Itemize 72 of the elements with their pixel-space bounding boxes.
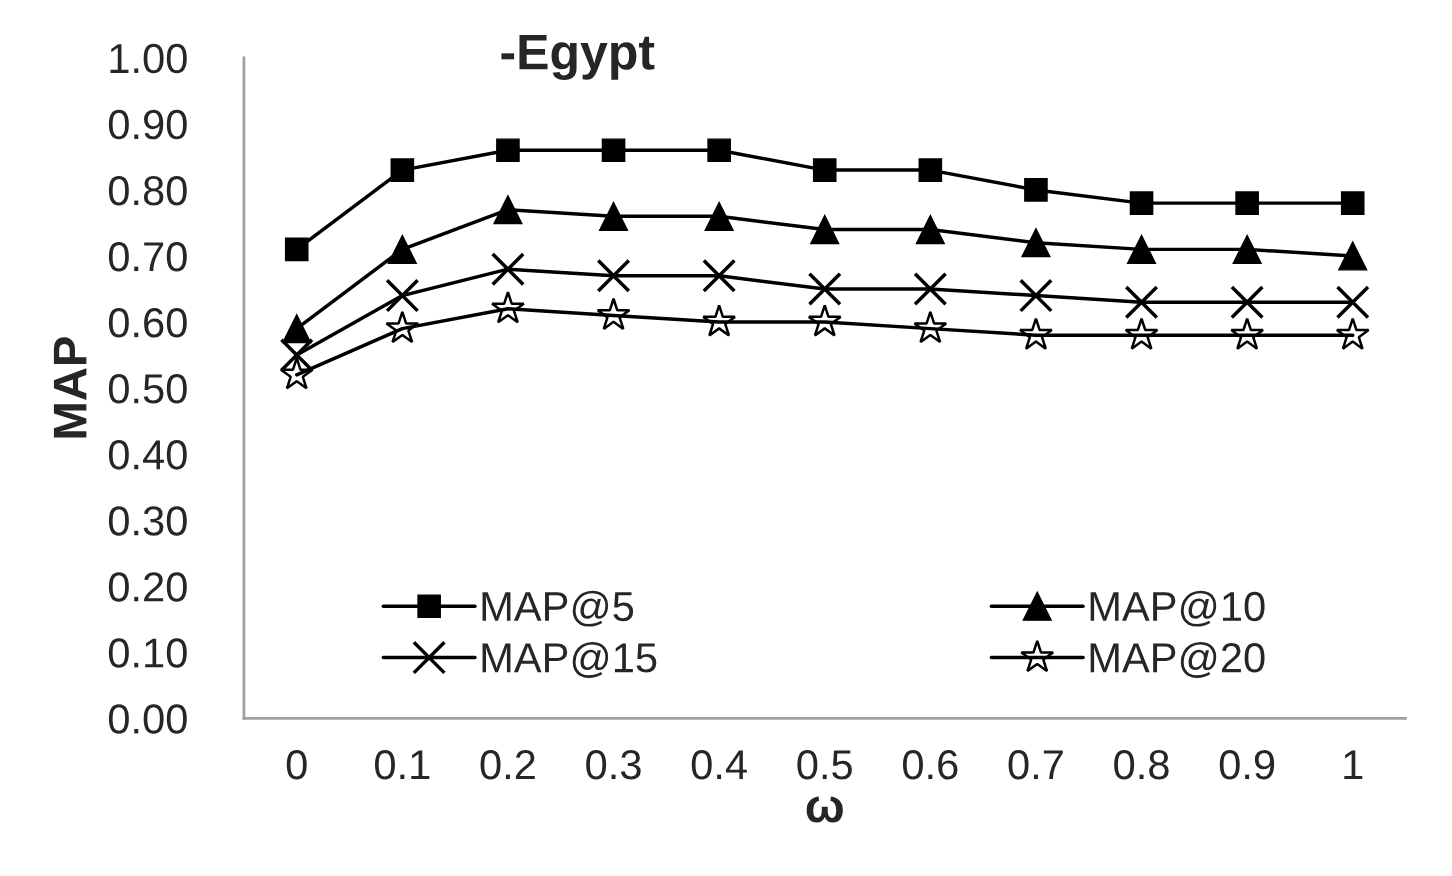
- y-tick-label: 1.00: [110, 43, 187, 74]
- point: [1340, 191, 1365, 215]
- point: [707, 138, 731, 163]
- point: [1021, 228, 1051, 258]
- point: [1235, 191, 1259, 215]
- legend-label: MAP@5: [482, 590, 634, 627]
- y-tick-label: 0.50: [108, 374, 187, 404]
- point: [284, 237, 309, 262]
- point: [279, 356, 314, 390]
- y-tick-label: 0.70: [108, 241, 187, 272]
- point: [1230, 317, 1265, 350]
- point: [598, 201, 629, 231]
- point: [704, 201, 734, 231]
- x-tick-label: 0.1: [375, 749, 430, 780]
- point: [807, 304, 842, 337]
- y-tick-label: 0.90: [108, 109, 187, 140]
- y-tick-label: 0.00: [108, 704, 187, 734]
- y-axis-title: MAP: [53, 337, 87, 438]
- legend-label: MAP@15: [482, 641, 657, 678]
- y-tick-label: 0.30: [108, 506, 187, 536]
- point: [1018, 278, 1053, 313]
- point: [282, 314, 312, 344]
- point: [385, 278, 420, 313]
- point: [490, 290, 526, 324]
- point: [385, 310, 420, 344]
- y-tick-label: 0.60: [108, 308, 187, 338]
- y-tick-label: 0.80: [108, 175, 187, 206]
- point: [1335, 317, 1370, 350]
- point: [1230, 285, 1265, 320]
- x-tick-label: 0.7: [1008, 749, 1063, 780]
- y-tick-label: 0.10: [108, 638, 187, 668]
- point: [913, 310, 948, 344]
- point: [810, 214, 840, 245]
- point: [1124, 317, 1159, 350]
- point: [1338, 241, 1368, 271]
- x-tick-label: 0.8: [1114, 749, 1169, 780]
- x-tick-label: 0.6: [903, 749, 958, 780]
- x-tick-label: 0.3: [586, 749, 641, 780]
- point: [1024, 178, 1048, 202]
- legend-label: MAP@20: [1090, 641, 1265, 678]
- point: [1126, 234, 1157, 264]
- point: [493, 195, 523, 225]
- point: [490, 252, 525, 287]
- point: [496, 138, 520, 163]
- point: [387, 234, 417, 264]
- point: [1335, 285, 1370, 320]
- x-tick-label: 0.4: [691, 749, 747, 780]
- y-tick-label: 0.20: [108, 572, 187, 602]
- point: [596, 297, 631, 331]
- point: [1124, 285, 1159, 320]
- x-tick-label: 0.9: [1219, 749, 1275, 780]
- point: [807, 271, 842, 307]
- chart-title: -Egypt: [501, 34, 655, 80]
- point: [596, 258, 631, 293]
- point: [601, 138, 626, 163]
- point: [913, 271, 948, 307]
- point: [1129, 191, 1154, 215]
- point: [702, 304, 737, 337]
- point: [1018, 317, 1054, 350]
- x-tick-label: 1: [1344, 750, 1363, 780]
- point: [1232, 234, 1262, 264]
- x-tick-label: 0: [286, 749, 307, 780]
- point: [915, 214, 945, 245]
- point: [702, 258, 737, 293]
- legend-label: MAP@10: [1090, 590, 1265, 627]
- point: [812, 158, 837, 182]
- x-axis-title: ω: [806, 796, 843, 823]
- point: [918, 158, 943, 182]
- y-tick-label: 0.40: [108, 440, 187, 470]
- point: [390, 158, 415, 182]
- x-tick-label: 0.2: [480, 749, 535, 780]
- x-tick-label: 0.5: [797, 749, 852, 780]
